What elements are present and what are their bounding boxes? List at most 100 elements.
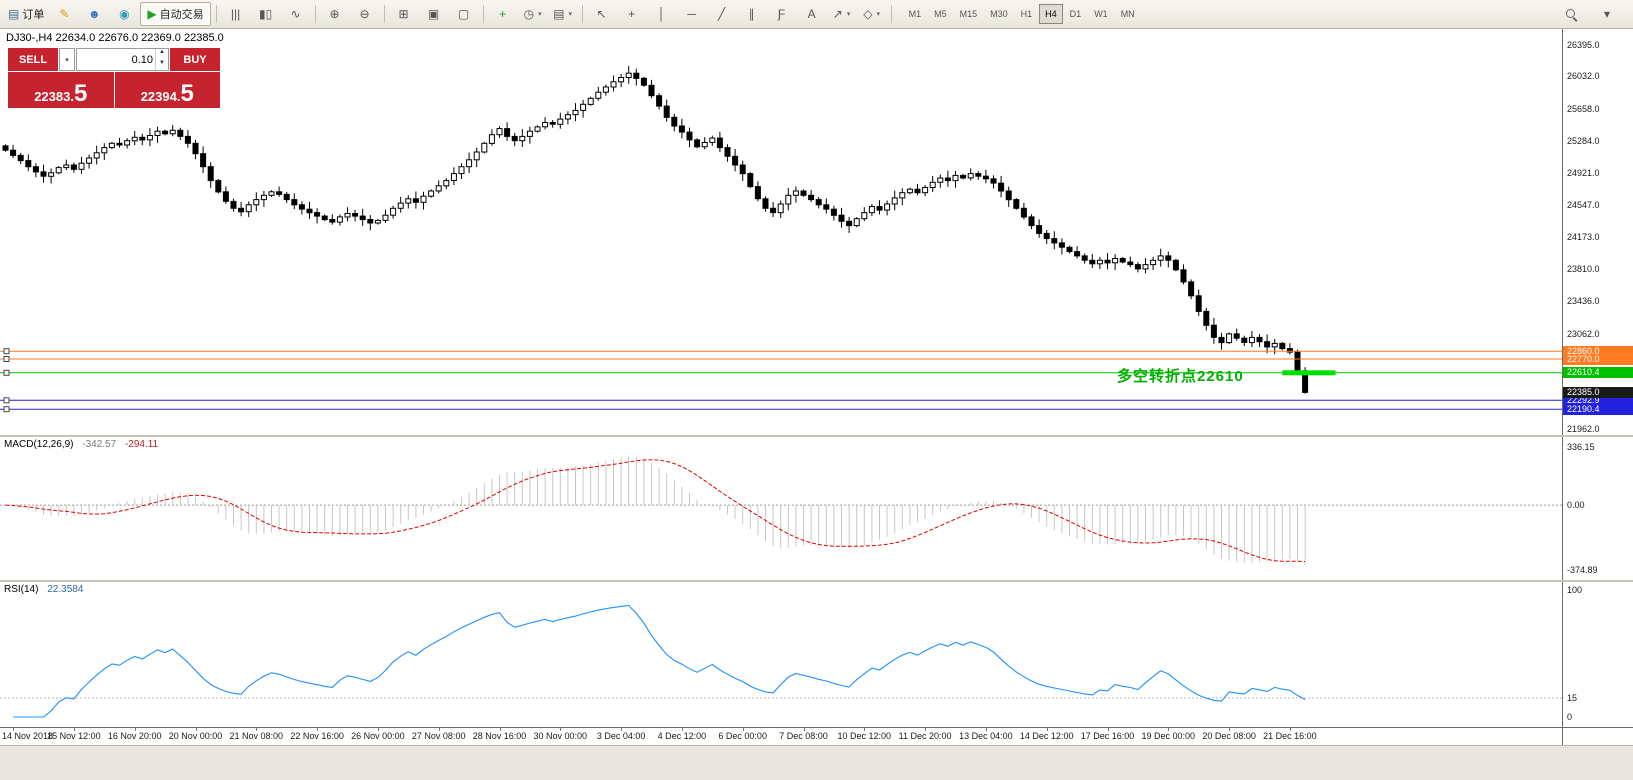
time-axis[interactable]: 14 Nov 2018 15 Nov 12:00 16 Nov 20:00 20 No… xyxy=(0,727,1633,746)
rsi-axis-label: 100 xyxy=(1567,585,1583,595)
timeframe-h1[interactable]: H1 xyxy=(1020,9,1033,19)
chart-annotation[interactable]: 多空转折点22610 xyxy=(1117,368,1244,385)
macd-signal-value: -294.11 xyxy=(124,439,159,450)
time-tick xyxy=(1107,728,1109,731)
indicator-windows-button[interactable]: ▣ xyxy=(420,2,448,26)
timeframe-m5[interactable]: M5 xyxy=(934,9,947,19)
timeframe-d1[interactable]: D1 xyxy=(1069,9,1082,19)
zoom-out-button[interactable]: ⊖ xyxy=(351,2,379,26)
time-tick xyxy=(256,728,258,731)
line-handle[interactable] xyxy=(3,369,10,376)
main-toolbar: ▤ 订单 ✎ ☻ ◉ ▶ 自动交易 ||| ▮▯ ∿ ⊕ ⊖ ⊞ ▣ ▢ + ◷ ▾ ▤ ▾ ↖ + │ ─ ╱ ∥ Ƒ A ↗ ▾ ◇ ▾ M… xyxy=(0,0,1633,29)
volume-dropdown-button[interactable]: ▾ xyxy=(59,48,75,71)
line-chart-icon: ∿ xyxy=(290,7,301,21)
time-tick xyxy=(864,728,866,731)
time-axis-label: 16 Nov 20:00 xyxy=(107,731,162,741)
timeframe-mn[interactable]: MN xyxy=(1120,9,1135,19)
current-price-label: 22385.0 xyxy=(1563,386,1633,398)
shapes-button[interactable]: ◇ ▾ xyxy=(858,2,886,26)
highlight-segment[interactable] xyxy=(1282,370,1336,376)
template-button[interactable]: ▤ ▾ xyxy=(549,2,577,26)
toolbar-separator xyxy=(383,5,385,23)
crosshair-button[interactable]: + xyxy=(618,2,646,26)
profile-icon-button[interactable]: ☻ xyxy=(80,2,108,26)
crosshair-icon: + xyxy=(628,7,636,21)
price-chart-panel: DJ30-,H4 22634.0 22676.0 22369.0 22385.0… xyxy=(0,28,1633,435)
rsi-canvas[interactable] xyxy=(0,582,1562,727)
volume-down-button[interactable]: ▼ xyxy=(159,59,165,66)
panel-splitter[interactable] xyxy=(0,435,1633,437)
volume-field: ▲ ▼ xyxy=(76,48,169,71)
new-order-icon: ▤ xyxy=(8,7,20,21)
price-chart-canvas[interactable] xyxy=(0,28,1562,435)
trendline-icon: ╱ xyxy=(717,7,726,21)
buy-button[interactable]: BUY xyxy=(170,48,220,71)
metaeditor-button[interactable]: ✎ xyxy=(50,2,78,26)
toolbar-separator xyxy=(581,5,583,23)
macd-main-value: -342.57 xyxy=(82,439,117,450)
time-tick xyxy=(13,728,15,731)
price-axis-label: 23436.0 xyxy=(1567,296,1600,307)
line-handle[interactable] xyxy=(3,406,10,413)
arrows-button[interactable]: ↗ ▾ xyxy=(828,2,856,26)
macd-axis[interactable]: 336.15 0.00 -374.89 xyxy=(1562,437,1633,580)
timeframe-m1[interactable]: M1 xyxy=(908,9,922,19)
toolbar-options-button[interactable]: ▾ xyxy=(1603,7,1611,21)
rsi-indicator-label: RSI(14) 22.3584 xyxy=(4,584,83,595)
rsi-axis[interactable]: 100 15 0 xyxy=(1562,582,1633,727)
new-order-button[interactable]: ▤ 订单 xyxy=(4,2,48,26)
timeframe-h4[interactable]: H4 xyxy=(1039,4,1063,24)
chevron-down-icon: ▾ xyxy=(876,11,880,18)
rsi-name: RSI(14) xyxy=(4,584,39,595)
line-handle[interactable] xyxy=(3,348,10,355)
line-handle[interactable] xyxy=(3,397,10,404)
autotrading-icon: ▶ xyxy=(147,7,157,21)
timeframe-m30[interactable]: M30 xyxy=(990,9,1008,19)
fibonacci-button[interactable]: Ƒ xyxy=(768,2,796,26)
volume-up-button[interactable]: ▲ xyxy=(159,49,165,55)
price-axis[interactable]: 26395.0 26032.0 25658.0 25284.0 24921.0 24547… xyxy=(1562,28,1633,435)
bottom-strip xyxy=(0,745,1633,780)
sell-button[interactable]: SELL xyxy=(8,48,58,71)
line-chart-button[interactable]: ∿ xyxy=(282,2,310,26)
channel-button[interactable]: ∥ xyxy=(738,2,766,26)
trendline-button[interactable]: ╱ xyxy=(708,2,736,26)
community-icon-button[interactable]: ◉ xyxy=(110,2,138,26)
sell-price[interactable]: 22383. 5 xyxy=(8,72,114,108)
timeframe-m15[interactable]: M15 xyxy=(959,9,978,19)
macd-canvas[interactable] xyxy=(0,437,1562,580)
cursor-button[interactable]: ↖ xyxy=(588,2,616,26)
line-handle[interactable] xyxy=(3,356,10,362)
rsi-axis-label: 0 xyxy=(1567,712,1573,722)
horizontal-line-button[interactable]: ─ xyxy=(678,2,706,26)
profile-icon-icon: ☻ xyxy=(88,7,101,21)
timeframe-w1[interactable]: W1 xyxy=(1094,9,1108,19)
arrows-icon: ↗ xyxy=(832,7,843,21)
time-tick xyxy=(195,728,197,731)
zoom-in-button[interactable]: ⊕ xyxy=(321,2,349,26)
panel-splitter[interactable] xyxy=(0,580,1633,582)
line-price-label: 22292.9 xyxy=(1563,394,1633,406)
chevron-down-icon: ▾ xyxy=(568,11,572,18)
time-tick xyxy=(925,728,927,731)
buy-price[interactable]: 22394. 5 xyxy=(114,72,220,108)
volume-input[interactable] xyxy=(77,49,155,70)
candlestick-chart-button[interactable]: ▮▯ xyxy=(252,2,280,26)
tile-windows-button[interactable]: ⊞ xyxy=(390,2,418,26)
bar-chart-button[interactable]: ||| xyxy=(222,2,250,26)
period-selector-button[interactable]: ◷ ▾ xyxy=(519,2,547,26)
chevron-down-icon: ▾ xyxy=(846,11,851,18)
time-axis-label: 30 Nov 00:00 xyxy=(533,731,588,741)
time-tick xyxy=(681,728,683,731)
toolbar-separator xyxy=(314,5,316,23)
search-button[interactable] xyxy=(1557,2,1585,26)
autotrading-button[interactable]: ▶ 自动交易 xyxy=(140,2,211,26)
period-selector-icon: ◷ xyxy=(523,7,535,21)
macd-histogram xyxy=(12,456,1306,565)
time-axis-label: 28 Nov 16:00 xyxy=(472,731,527,741)
add-indicator-button[interactable]: + xyxy=(489,2,517,26)
vertical-line-button[interactable]: │ xyxy=(648,2,676,26)
auto-arrange-button[interactable]: ▢ xyxy=(450,2,478,26)
time-axis-label: 26 Nov 00:00 xyxy=(351,731,405,741)
text-button[interactable]: A xyxy=(798,2,826,26)
